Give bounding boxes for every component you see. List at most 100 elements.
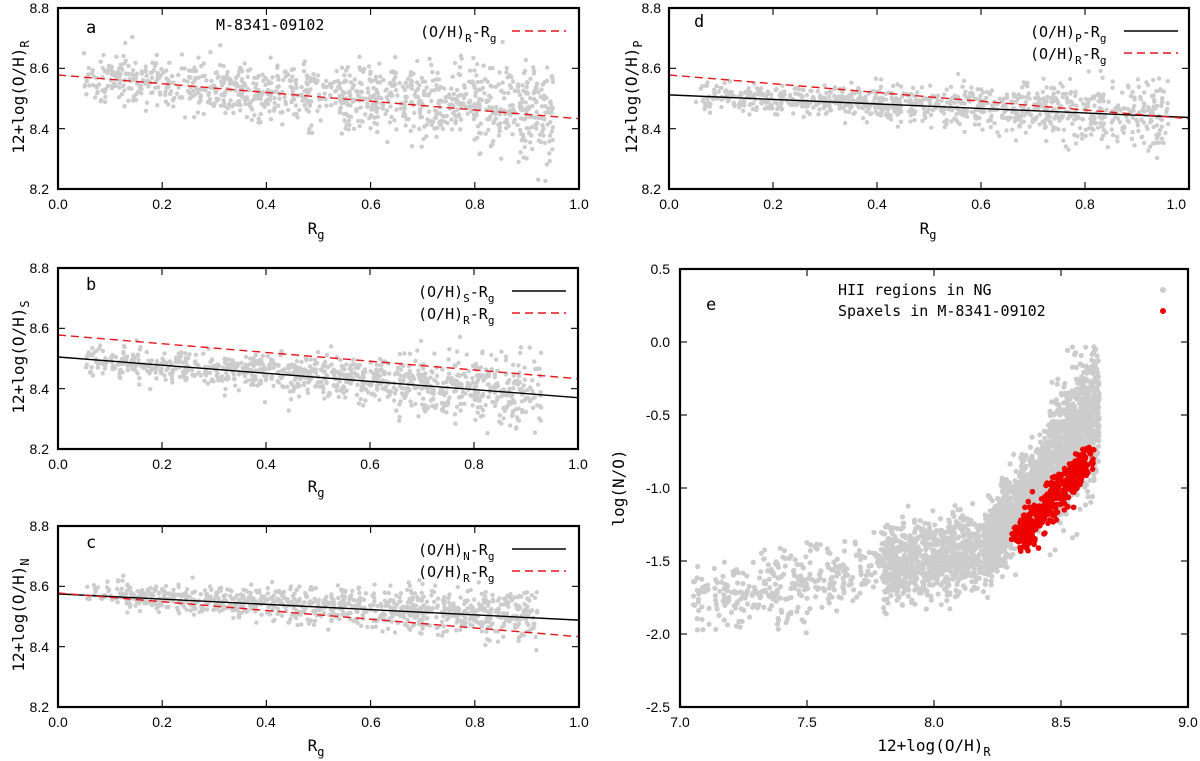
scatter-point-d [1115, 134, 1120, 140]
scatter-point-c [346, 601, 352, 606]
scatter-point-b [378, 363, 384, 368]
scatter-point-d [898, 119, 904, 125]
scatter-point-d [746, 86, 751, 91]
scatter-point-d [935, 93, 941, 98]
scatter-point-c [516, 621, 522, 627]
scatter-point-a [345, 65, 351, 70]
scatter-point-b [373, 375, 378, 380]
scatter-point-b [146, 358, 151, 363]
scatter-point-d [1019, 85, 1025, 90]
scatter-point-d [849, 104, 855, 109]
scatter-point-b [313, 384, 318, 389]
scatter-point-d [921, 106, 927, 111]
scatter-point-a [144, 100, 150, 105]
scatter-point-d [1041, 76, 1046, 82]
scatter-point-b [447, 395, 452, 400]
scatter-point-a [327, 82, 333, 87]
scatter-point-a [392, 118, 397, 123]
scatter-point-b [462, 401, 467, 406]
scatter-point-b [163, 377, 168, 382]
scatter-point-d [942, 106, 947, 112]
scatter-point-a [419, 144, 424, 149]
scatter-point-a [321, 84, 327, 90]
scatter-point-a [272, 105, 277, 111]
scatter-point-a [228, 80, 233, 86]
scatter-point-d [1072, 117, 1077, 122]
scatter-point-c [265, 591, 271, 596]
scatter-point-a [493, 116, 498, 121]
scatter-point-b [502, 408, 508, 413]
scatter-point-c [490, 597, 496, 602]
scatter-point-a [401, 110, 407, 115]
scatter-point-d [1033, 117, 1038, 123]
scatter-point-a [409, 83, 414, 89]
scatter-point-a [393, 88, 399, 93]
scatter-point-b [402, 374, 407, 379]
scatter-point-c [515, 595, 521, 600]
scatter-point-d [1097, 105, 1102, 111]
xtick-label-a-0.6: 0.6 [361, 196, 381, 212]
scatter-point-d [712, 87, 717, 93]
scatter-point-a [415, 94, 421, 100]
scatter-point-d [787, 94, 793, 99]
panel-e: 0.5 0.0 -0.5 -1.0 -1.5 -2.0 -2.5 7.0 7.5… [609, 261, 1198, 759]
scatter-point-a [186, 68, 192, 73]
scatter-point-a [520, 96, 525, 102]
scatter-point-b [393, 387, 399, 393]
fit-line-a-1 [57, 74, 580, 120]
scatter-point-d [712, 90, 717, 96]
fit-line-d-2 [668, 74, 1190, 120]
scatter-point-c [390, 614, 395, 619]
scatter-point-b [441, 380, 446, 386]
scatter-point-b [470, 363, 476, 368]
nghii-point [744, 573, 750, 579]
scatter-point-a [490, 142, 495, 147]
scatter-point-d [1042, 121, 1047, 126]
scatter-point-b [211, 363, 217, 369]
scatter-point-b [205, 381, 210, 386]
scatter-point-b [90, 373, 96, 378]
scatter-point-d [970, 91, 975, 96]
nghii-point [807, 571, 813, 578]
scatter-point-d [1063, 91, 1069, 97]
scatter-point-c [115, 579, 121, 584]
scatter-point-c [372, 582, 377, 587]
scatter-point-d [774, 86, 779, 92]
scatter-point-a [305, 91, 310, 96]
scatter-point-d [1132, 95, 1137, 100]
scatter-point-d [975, 103, 981, 109]
scatter-point-a [218, 43, 223, 48]
scatter-point-b [395, 365, 400, 371]
scatter-point-a [489, 84, 494, 89]
scatter-point-c [468, 587, 473, 593]
scatter-point-a [531, 90, 537, 96]
scatter-point-d [1110, 118, 1116, 123]
scatter-point-d [928, 112, 934, 118]
scatter-point-c [250, 597, 255, 603]
scatter-point-a [415, 58, 420, 64]
scatter-point-a [374, 121, 380, 127]
scatter-point-b [359, 388, 364, 393]
scatter-point-b [162, 373, 167, 378]
scatter-point-b [519, 399, 525, 404]
scatter-point-d [886, 90, 891, 96]
scatter-point-c [402, 605, 407, 610]
scatter-point-d [909, 106, 914, 112]
scatter-point-d [1156, 76, 1162, 81]
scatter-point-a [421, 136, 426, 142]
scatter-point-a [123, 40, 128, 46]
scatter-point-b [280, 368, 285, 373]
scatter-point-d [710, 96, 716, 102]
scatter-point-b [508, 423, 513, 428]
scatter-point-d [714, 83, 719, 89]
scatter-point-d [793, 91, 798, 96]
scatter-point-c [534, 590, 539, 595]
scatter-point-a [97, 82, 102, 87]
scatter-point-d [896, 110, 901, 115]
scatter-point-a [200, 74, 205, 79]
scatter-point-c [403, 621, 408, 626]
scatter-point-a [237, 65, 243, 70]
ytick-label-c-8.4: 8.4 [30, 639, 50, 655]
scatter-point-d [1151, 104, 1156, 109]
scatter-point-b [442, 401, 447, 406]
